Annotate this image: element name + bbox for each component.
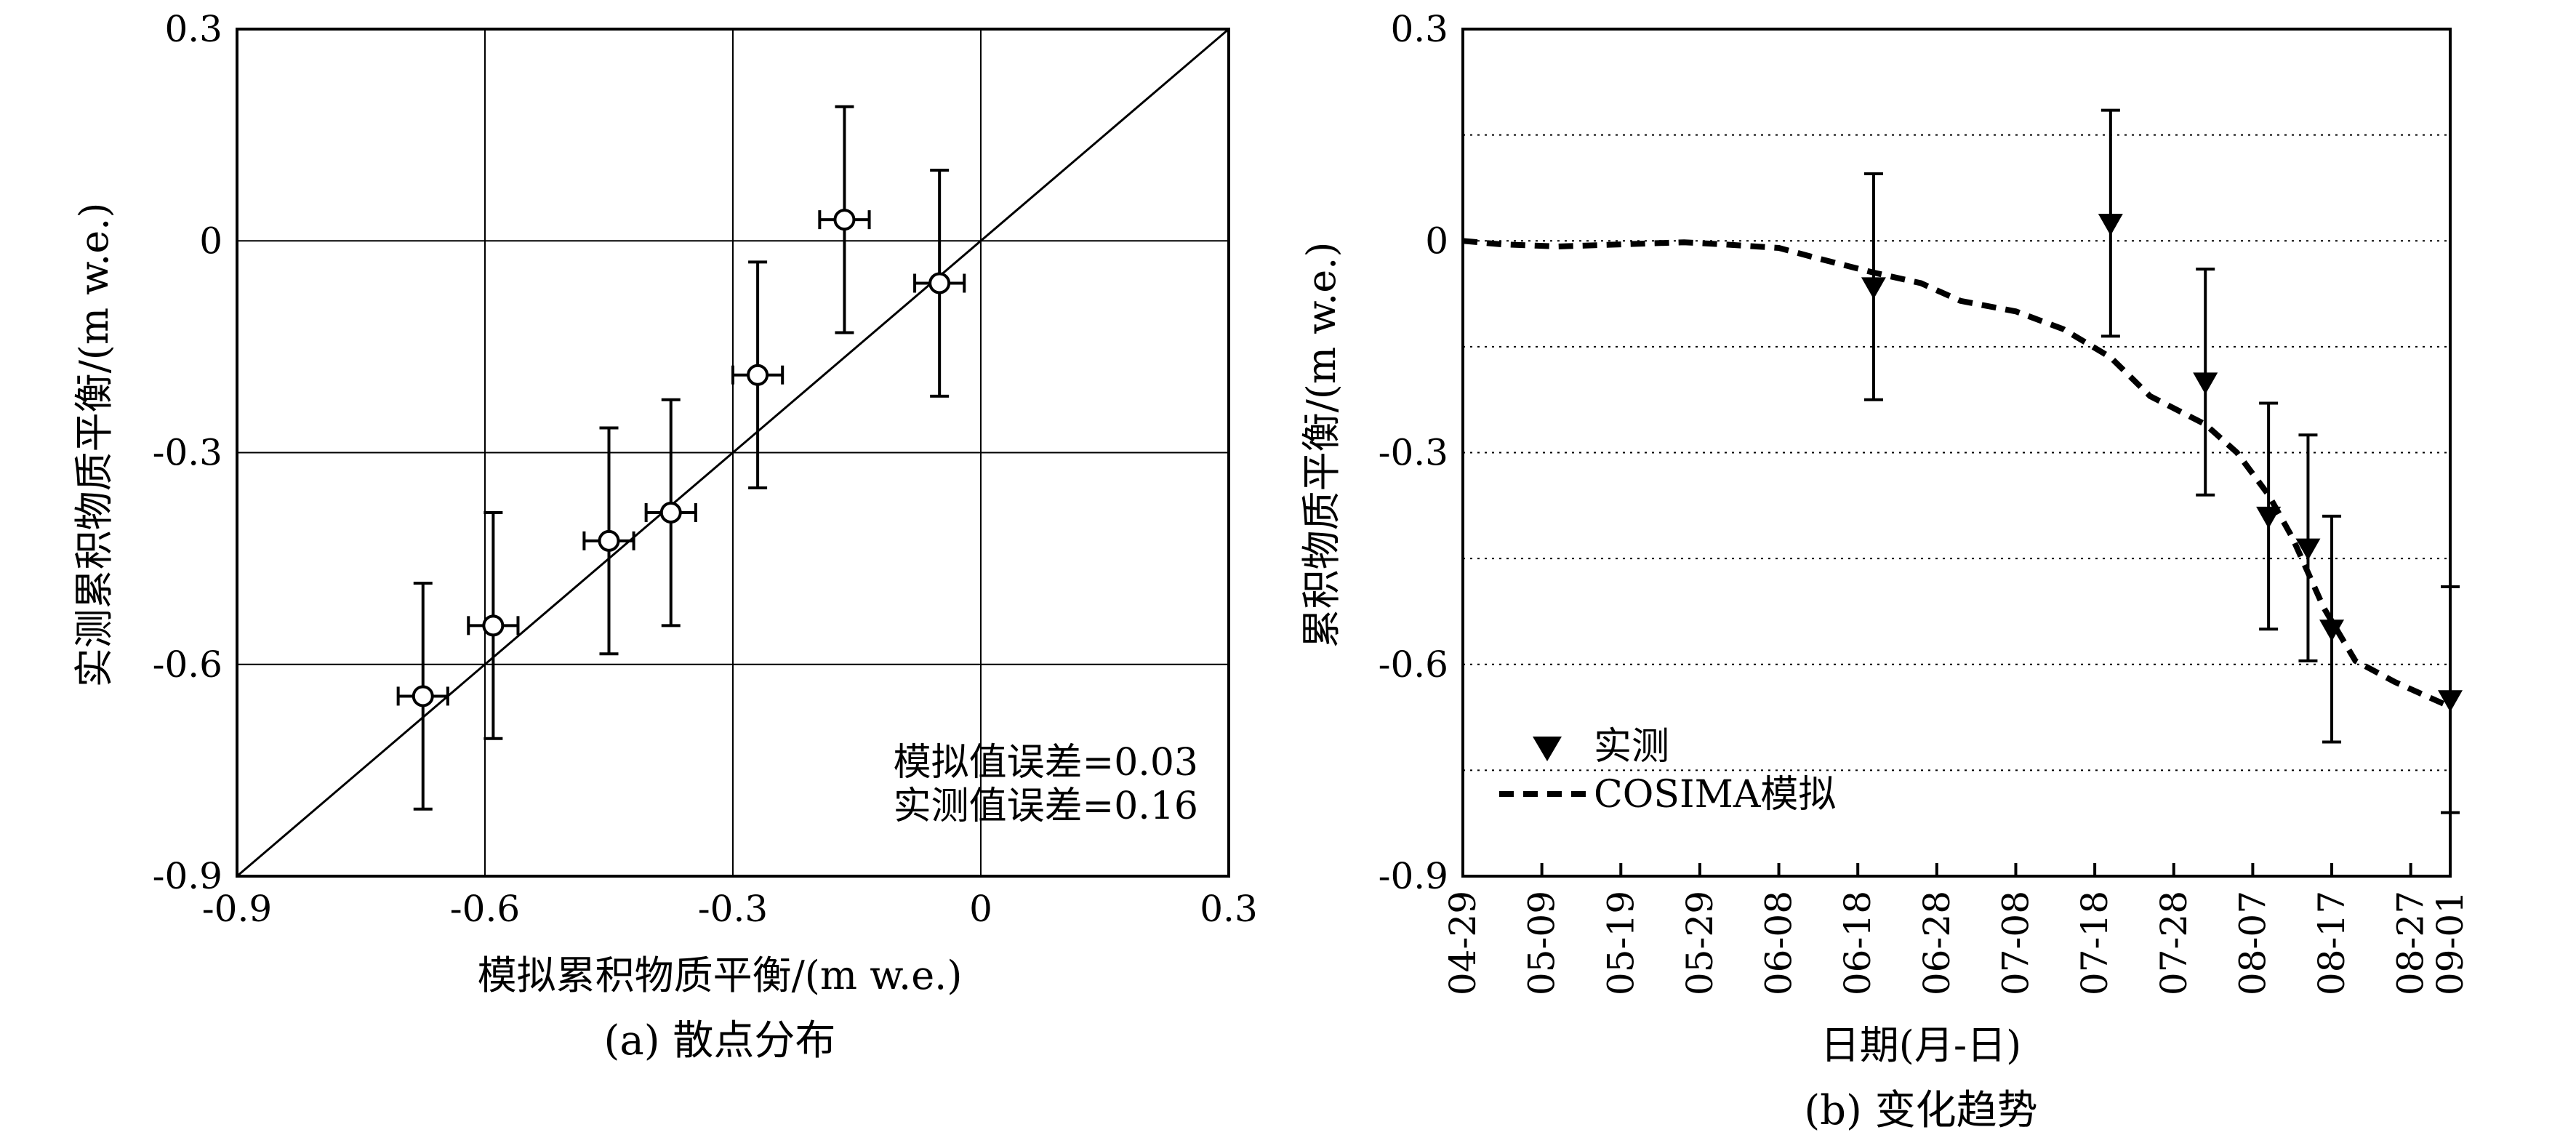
panel-b-x-tick-label: 05-29 xyxy=(1679,891,1721,995)
panel-a-y-tick-label: -0.9 xyxy=(153,855,222,897)
scatter-point xyxy=(913,169,966,398)
panel-a-x-tick-label: -0.3 xyxy=(698,888,768,930)
panel-a-x-tick-label: -0.9 xyxy=(202,888,272,930)
panel-b-trend: 04-29 05-09 05-19 05-29 06-08 06-18 06-28 07-08… xyxy=(1299,8,2471,1134)
panel-a-scatter: -0.9 -0.6 -0.3 0 0.3 -0.9 -0.6 -0.3 0 0.3 模拟值误差=… xyxy=(71,8,1258,1064)
scatter-point xyxy=(582,426,635,656)
observed-point xyxy=(2193,268,2218,497)
panel-b-x-ticks: 04-29 05-09 05-19 05-29 06-08 06-18 06-28 07-08… xyxy=(1442,863,2471,995)
panel-a-y-ticks: -0.9 -0.6 -0.3 0 0.3 xyxy=(153,8,222,897)
panel-b-y-tick-label: -0.3 xyxy=(1379,432,1448,474)
point-marker xyxy=(598,529,620,552)
panel-b-grid xyxy=(1463,134,2450,771)
triangle-down-marker xyxy=(2256,506,2282,529)
point-marker xyxy=(833,209,856,231)
point-marker xyxy=(482,614,505,637)
scatter-point xyxy=(396,582,449,811)
panel-a-annotation-sim-error: 模拟值误差=0.03 xyxy=(894,741,1198,785)
observed-point xyxy=(2319,514,2345,744)
panel-a-points xyxy=(396,105,966,811)
panel-b-caption: (b) 变化趋势 xyxy=(1804,1087,2037,1134)
panel-b-legend: 实测 COSIMA模拟 xyxy=(1499,725,1836,817)
scatter-point xyxy=(818,105,871,334)
panel-a-y-axis-label: 实测累积物质平衡/(m w.e.) xyxy=(71,203,117,688)
triangle-down-marker xyxy=(2098,213,2123,236)
panel-b-series-cosima-line xyxy=(1462,238,2452,710)
panel-a-y-tick-label: 0 xyxy=(199,220,222,262)
panel-b-x-tick-label: 08-27 xyxy=(2390,891,2432,995)
panel-a-x-ticks: -0.9 -0.6 -0.3 0 0.3 xyxy=(202,888,1258,930)
panel-b-x-tick-label: 07-18 xyxy=(2074,891,2116,995)
point-marker xyxy=(747,364,769,386)
panel-a-caption: (a) 散点分布 xyxy=(604,1017,836,1064)
legend-marker-observed xyxy=(1533,737,1562,761)
panel-a-x-axis-label: 模拟累积物质平衡/(m w.e.) xyxy=(478,952,963,998)
panel-b-x-tick-label: 09-01 xyxy=(2429,891,2471,995)
scatter-point xyxy=(467,511,520,740)
scatter-point xyxy=(731,260,785,490)
panel-b-y-tick-label: 0.3 xyxy=(1390,8,1448,50)
panel-a-y-tick-label: 0.3 xyxy=(164,8,222,50)
panel-b-x-tick-label: 06-08 xyxy=(1758,891,1800,995)
panel-b-x-tick-label: 06-18 xyxy=(1837,891,1879,995)
triangle-down-marker xyxy=(2193,372,2218,395)
panel-b-x-axis-label: 日期(月-日) xyxy=(1821,1022,2021,1068)
observed-point xyxy=(2098,108,2123,338)
legend-label-cosima: COSIMA模拟 xyxy=(1594,773,1836,817)
panel-b-y-ticks: -0.9 -0.6 -0.3 0 0.3 xyxy=(1379,8,1448,897)
panel-b-series-observed xyxy=(1861,108,2463,814)
panel-b-x-tick-label: 04-29 xyxy=(1442,891,1484,995)
panel-b-y-axis-label: 累积物质平衡/(m w.e.) xyxy=(1299,242,1344,649)
legend-label-observed: 实测 xyxy=(1594,725,1669,769)
panel-b-x-tick-label: 07-28 xyxy=(2153,891,2195,995)
panel-a-plot-frame xyxy=(236,28,1230,878)
observed-point xyxy=(2256,401,2282,631)
panel-a-annotation-obs-error: 实测值误差=0.16 xyxy=(894,785,1198,828)
panel-b-y-tick-label: 0 xyxy=(1425,220,1448,262)
panel-b-x-tick-label: 08-07 xyxy=(2231,891,2274,995)
point-marker xyxy=(928,272,951,294)
observed-point xyxy=(1861,172,1886,401)
panel-a-x-tick-label: -0.6 xyxy=(450,888,520,930)
observed-point xyxy=(2295,433,2321,662)
panel-a-y-tick-label: -0.3 xyxy=(153,432,222,474)
panel-b-x-tick-label: 05-09 xyxy=(1521,891,1563,995)
panel-b-x-tick-label: 05-19 xyxy=(1600,891,1642,995)
panel-a-x-tick-label: 0.3 xyxy=(1200,888,1258,930)
panel-b-x-tick-label: 07-08 xyxy=(1994,891,2037,995)
panel-b-y-tick-label: -0.9 xyxy=(1379,855,1448,897)
panel-b-x-tick-label: 06-28 xyxy=(1916,891,1958,995)
triangle-down-marker xyxy=(1861,277,1886,300)
point-marker xyxy=(412,685,434,707)
triangle-down-marker xyxy=(2319,619,2345,642)
panel-a-x-tick-label: 0 xyxy=(969,888,992,930)
scatter-point xyxy=(644,398,697,627)
panel-b-y-tick-label: -0.6 xyxy=(1379,643,1448,686)
point-marker xyxy=(659,502,682,524)
triangle-down-marker xyxy=(2295,538,2321,561)
panel-b-plot-frame xyxy=(1461,28,2452,878)
panel-b-x-tick-label: 08-17 xyxy=(2311,891,2353,995)
panel-a-one-to-one-line xyxy=(236,28,1229,878)
panel-a-y-tick-label: -0.6 xyxy=(153,643,222,686)
